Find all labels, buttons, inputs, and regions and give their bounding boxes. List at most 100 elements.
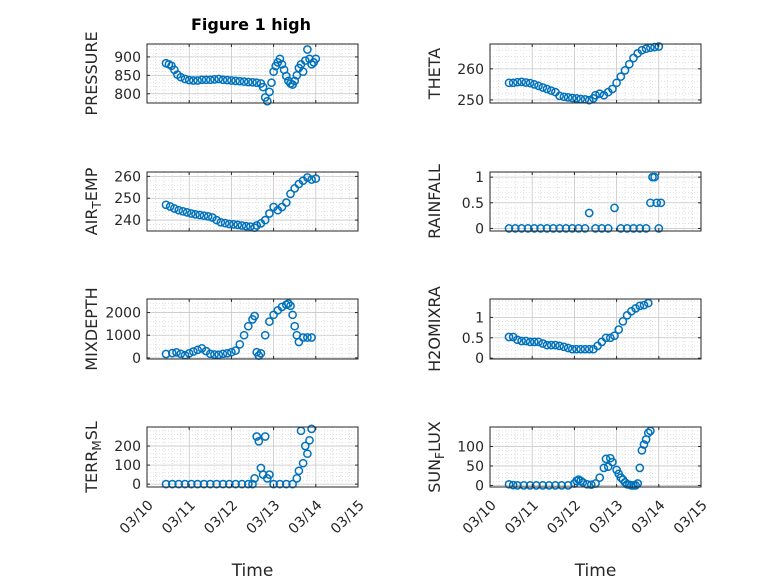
data-point: [622, 224, 632, 233]
data-point: [586, 480, 596, 490]
data-point: [555, 224, 564, 233]
data-point: [265, 470, 274, 479]
data-point: [508, 480, 518, 490]
data-point: [248, 77, 257, 87]
axes-frame: [146, 171, 359, 232]
data-point: [525, 481, 535, 490]
axes-frame: [489, 171, 702, 232]
data-point: [620, 66, 630, 75]
y-tick-label: 0: [475, 478, 484, 494]
data-point: [538, 481, 548, 490]
data-point: [281, 479, 291, 489]
data-point: [307, 175, 316, 184]
data-point: [303, 173, 312, 182]
data-point: [612, 78, 621, 88]
data-point: [184, 75, 194, 85]
data-point: [544, 481, 554, 490]
data-point: [517, 336, 526, 346]
data-point: [534, 337, 543, 347]
data-point: [222, 75, 232, 85]
data-point: [637, 45, 647, 55]
data-point: [298, 67, 308, 77]
data-point: [513, 77, 522, 87]
x-tick-label: 03/15: [671, 497, 711, 537]
data-point: [252, 78, 262, 88]
subplot-8: 0 50 100 SUNFLUX 03/10 03/11 03/12 03/13 03/14 03…: [425, 421, 711, 581]
major-grid: [147, 172, 358, 231]
data-point: [275, 479, 285, 489]
y-tick-label: 0: [132, 351, 141, 367]
data-point: [286, 189, 295, 199]
data-series: [504, 298, 653, 354]
data-point: [521, 78, 531, 87]
axes-background: [490, 172, 701, 231]
data-point: [210, 75, 219, 84]
data-point: [189, 347, 198, 356]
major-grid: [147, 44, 358, 103]
data-point: [239, 330, 249, 340]
axes-background: [147, 172, 358, 231]
data-point: [529, 80, 539, 89]
data-point: [504, 78, 514, 88]
y-tick-label: 240: [114, 213, 141, 229]
data-point: [161, 479, 171, 489]
data-point: [214, 350, 224, 360]
y-tick-label: 0: [475, 351, 484, 367]
data-point: [567, 344, 577, 354]
data-point: [572, 93, 581, 103]
x-tick-label: 03/13: [244, 497, 284, 537]
data-point: [542, 224, 552, 233]
data-point: [635, 224, 645, 233]
data-point: [578, 477, 588, 487]
y-tick-label: 800: [114, 87, 141, 103]
data-point: [243, 479, 253, 489]
data-point: [307, 59, 316, 69]
data-point: [227, 347, 236, 357]
data-point: [205, 75, 215, 85]
y-axis-label: PRESSURE: [82, 31, 101, 115]
y-tick-label: 1: [475, 310, 484, 326]
x-tick-label: 03/14: [629, 497, 669, 537]
figure-title: Figure 1 high: [191, 15, 311, 34]
data-point: [595, 473, 605, 482]
data-point: [222, 348, 232, 358]
y-axis-label-subscript: F: [433, 452, 447, 459]
data-point: [639, 300, 649, 310]
data-point: [260, 330, 270, 340]
data-point: [239, 77, 249, 86]
data-point: [555, 91, 564, 101]
subplot-1: 800 850 900 PRESSURE: [82, 31, 359, 116]
subplot-6: 0 0.5 1 H2OMIXRA: [425, 286, 702, 372]
data-series: [161, 424, 316, 489]
data-point: [233, 220, 243, 230]
x-tick-label: 03/10: [460, 497, 500, 537]
data-point: [538, 339, 548, 348]
y-tick-label: 100: [114, 458, 141, 474]
data-point: [584, 208, 594, 218]
data-point: [508, 78, 518, 88]
data-point: [542, 84, 552, 94]
data-point: [584, 95, 594, 105]
data-point: [643, 428, 653, 438]
data-point: [504, 332, 514, 342]
y-tick-label: 0.5: [462, 196, 484, 212]
data-point: [534, 81, 543, 91]
data-point: [180, 479, 190, 489]
data-point: [559, 342, 569, 352]
y-tick-label: 900: [114, 50, 141, 66]
x-tick-label: 03/15: [328, 497, 368, 537]
y-tick-label: 0: [132, 477, 141, 493]
data-point: [618, 317, 628, 326]
data-point: [529, 337, 539, 347]
data-point: [610, 203, 619, 213]
data-point: [591, 90, 600, 100]
data-point: [174, 205, 184, 215]
data-point: [567, 93, 577, 103]
data-point: [265, 209, 274, 218]
data-point: [298, 333, 308, 342]
data-point: [235, 76, 245, 86]
data-point: [599, 463, 609, 473]
data-point: [231, 346, 240, 355]
data-point: [616, 224, 626, 233]
